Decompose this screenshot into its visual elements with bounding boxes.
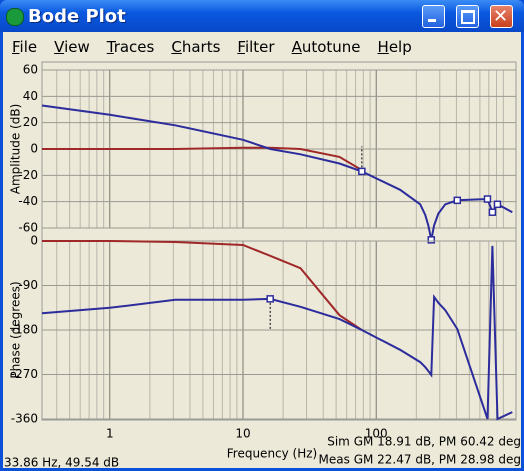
y-axis-label: Phase (degrees) [9, 281, 23, 378]
meas-margins: Meas GM 22.47 dB, PM 28.98 deg [319, 453, 521, 467]
y-tick-label: -20 [18, 168, 38, 182]
y-tick-label: 0 [30, 234, 38, 248]
menu-item[interactable]: Filter [237, 38, 275, 56]
cursor-readout: 33.86 Hz, 49.54 dB [4, 456, 119, 470]
x-axis-label: Frequency (Hz) [227, 447, 318, 461]
data-line [41, 104, 513, 241]
y-tick-label: -180 [11, 323, 38, 337]
minimize-button[interactable] [422, 5, 445, 28]
marker [427, 236, 436, 244]
data-line [42, 146, 363, 171]
data-line [41, 245, 513, 421]
menu-item[interactable]: Traces [106, 38, 155, 56]
y-tick-label: 20 [23, 115, 38, 129]
menu-item[interactable]: View [54, 38, 90, 56]
y-tick-label: 0 [30, 142, 38, 156]
marker [266, 295, 274, 303]
menu-item[interactable]: File [12, 38, 38, 56]
y-tick-label: -40 [18, 194, 38, 208]
y-tick-label: -360 [11, 412, 38, 426]
x-tick-label: 100 [365, 427, 388, 441]
y-tick-label: 60 [23, 63, 38, 77]
sim-margins: Sim GM 18.91 dB, PM 60.42 deg [327, 435, 521, 449]
y-axis-label: Amplitude (dB) [9, 104, 23, 195]
marker [453, 196, 462, 205]
app-icon [6, 8, 24, 26]
x-tick-label: 10 [235, 427, 250, 441]
marker [488, 208, 497, 216]
y-tick-label: -60 [18, 221, 38, 235]
marker [483, 195, 492, 203]
menu-item[interactable]: Help [377, 38, 412, 56]
title-bar: Bode Plot ✕ [0, 0, 524, 32]
marker [358, 167, 366, 176]
marker [493, 200, 502, 209]
window-title: Bode Plot [28, 6, 126, 27]
maximize-button[interactable] [456, 5, 479, 28]
data-line [42, 240, 363, 331]
close-button[interactable]: ✕ [490, 5, 513, 28]
menu-bar: File View Traces Charts Filter Autotune Help [3, 38, 420, 60]
y-tick-label: 40 [23, 89, 38, 103]
x-tick-label: 1 [106, 427, 114, 441]
y-tick-label: -270 [11, 367, 38, 381]
menu-item[interactable]: Autotune [291, 38, 361, 56]
menu-item[interactable]: Charts [171, 38, 221, 56]
y-tick-label: -90 [18, 278, 38, 292]
